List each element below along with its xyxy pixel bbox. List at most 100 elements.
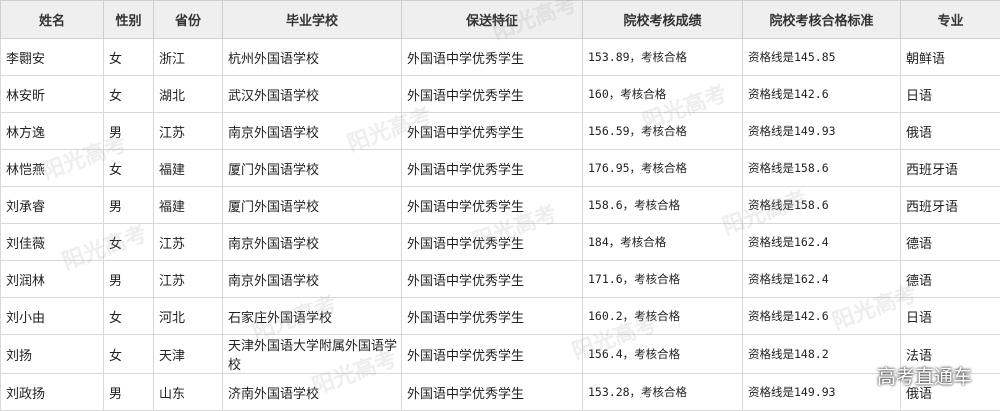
table-cell: 160.2，考核合格 [582, 297, 743, 335]
table-cell: 刘承睿 [0, 186, 104, 224]
table-cell: 资格线是149.93 [742, 112, 901, 150]
header-cell: 省份 [153, 0, 223, 39]
table-cell: 156.59，考核合格 [582, 112, 743, 150]
table-cell: 刘佳薇 [0, 223, 104, 261]
table-cell: 山东 [153, 373, 223, 411]
table-cell: 济南外国语学校 [222, 373, 402, 411]
table-row: 刘佳薇女江苏 南京外国语学校 外国语中学优秀学生 184，考核合格 资格线是162.4 德… [0, 223, 1000, 261]
table-cell: 林恺燕 [0, 149, 104, 187]
table-cell: 女 [103, 334, 154, 374]
table-cell: 外国语中学优秀学生 [401, 297, 583, 335]
overlay-caption: 高考直通车 [876, 366, 972, 388]
table-cell: 俄语 [900, 112, 1000, 150]
table-cell: 外国语中学优秀学生 [401, 260, 583, 298]
table-cell: 杭州外国语学校 [222, 38, 402, 76]
table-row: 刘承睿男福建 厦门外国语学校 外国语中学优秀学生 158.6，考核合格 资格线是158.… [0, 186, 1000, 224]
table-cell: 厦门外国语学校 [222, 149, 402, 187]
table-row: 刘政扬男山东 济南外国语学校 外国语中学优秀学生 153.28，考核合格 资格线是149… [0, 373, 1000, 411]
table-cell: 男 [103, 260, 154, 298]
table-row: 林安昕女湖北 武汉外国语学校 外国语中学优秀学生 160，考核合格 资格线是142.6 日… [0, 75, 1000, 113]
header-cell: 毕业学校 [222, 0, 402, 39]
header-cell: 姓名 [0, 0, 104, 39]
header-cell: 院校考核合格标准 [742, 0, 901, 39]
table-cell: 153.28，考核合格 [582, 373, 743, 411]
table-cell: 日语 [900, 297, 1000, 335]
table-cell: 石家庄外国语学校 [222, 297, 402, 335]
table-cell: 资格线是145.85 [742, 38, 901, 76]
table-cell: 西班牙语 [900, 149, 1000, 187]
table-cell: 156.4，考核合格 [582, 334, 743, 374]
table-cell: 俄语 [900, 373, 1000, 411]
table-cell: 南京外国语学校 [222, 112, 402, 150]
table-cell: 朝鲜语 [900, 38, 1000, 76]
table-cell: 资格线是148.2 [742, 334, 901, 374]
table-cell: 158.6，考核合格 [582, 186, 743, 224]
header-cell: 专业 [900, 0, 1000, 39]
table-cell: 江苏 [153, 223, 223, 261]
table-cell: 男 [103, 112, 154, 150]
table-cell: 女 [103, 75, 154, 113]
table-cell: 刘润林 [0, 260, 104, 298]
table-cell: 河北 [153, 297, 223, 335]
table-cell: 女 [103, 297, 154, 335]
table-cell: 女 [103, 223, 154, 261]
table-cell: 德语 [900, 260, 1000, 298]
table-cell: 武汉外国语学校 [222, 75, 402, 113]
table-cell: 李翾安 [0, 38, 104, 76]
table-cell: 西班牙语 [900, 186, 1000, 224]
header-cell: 性别 [103, 0, 154, 39]
table-cell: 153.89，考核合格 [582, 38, 743, 76]
table-cell: 南京外国语学校 [222, 260, 402, 298]
table-cell: 刘扬 [0, 334, 104, 374]
table-cell: 南京外国语学校 [222, 223, 402, 261]
table-row: 林方逸男江苏 南京外国语学校 外国语中学优秀学生 156.59，考核合格 资格线是149… [0, 112, 1000, 150]
table-cell: 外国语中学优秀学生 [401, 112, 583, 150]
table-cell: 160，考核合格 [582, 75, 743, 113]
table-cell: 福建 [153, 186, 223, 224]
table-cell: 浙江 [153, 38, 223, 76]
table-cell: 外国语中学优秀学生 [401, 223, 583, 261]
table-cell: 福建 [153, 149, 223, 187]
table-body: 李翾安女浙江 杭州外国语学校 外国语中学优秀学生 153.89，考核合格 资格线是145… [0, 38, 1000, 411]
table-cell: 湖北 [153, 75, 223, 113]
table-cell: 资格线是158.6 [742, 149, 901, 187]
table-cell: 天津外国语大学附属外国语学校 [222, 334, 402, 374]
table-cell: 外国语中学优秀学生 [401, 334, 583, 374]
table-cell: 日语 [900, 75, 1000, 113]
table-cell: 外国语中学优秀学生 [401, 38, 583, 76]
table-cell: 法语 [900, 334, 1000, 374]
table-cell: 资格线是142.6 [742, 297, 901, 335]
table-row: 刘润林男江苏 南京外国语学校 外国语中学优秀学生 171.6，考核合格 资格线是162.… [0, 260, 1000, 298]
table-cell: 171.6，考核合格 [582, 260, 743, 298]
table-cell: 资格线是162.4 [742, 260, 901, 298]
table-cell: 资格线是158.6 [742, 186, 901, 224]
table-row: 李翾安女浙江 杭州外国语学校 外国语中学优秀学生 153.89，考核合格 资格线是145… [0, 38, 1000, 76]
table-cell: 女 [103, 149, 154, 187]
table-cell: 资格线是142.6 [742, 75, 901, 113]
table-cell: 刘小由 [0, 297, 104, 335]
table-row: 刘小由女河北 石家庄外国语学校 外国语中学优秀学生 160.2，考核合格 资格线是142… [0, 297, 1000, 335]
table-cell: 林安昕 [0, 75, 104, 113]
table-cell: 外国语中学优秀学生 [401, 75, 583, 113]
table-cell: 外国语中学优秀学生 [401, 373, 583, 411]
header-cell: 保送特征 [401, 0, 583, 39]
table-cell: 厦门外国语学校 [222, 186, 402, 224]
table-cell: 外国语中学优秀学生 [401, 186, 583, 224]
table-cell: 男 [103, 186, 154, 224]
table-cell: 江苏 [153, 260, 223, 298]
table-cell: 江苏 [153, 112, 223, 150]
table-cell: 德语 [900, 223, 1000, 261]
table-cell: 林方逸 [0, 112, 104, 150]
table-row: 林恺燕女福建 厦门外国语学校 外国语中学优秀学生 176.95，考核合格 资格线是158… [0, 149, 1000, 187]
table-cell: 资格线是162.4 [742, 223, 901, 261]
header-cell: 院校考核成绩 [582, 0, 743, 39]
table-cell: 184，考核合格 [582, 223, 743, 261]
table-cell: 男 [103, 373, 154, 411]
table-cell: 刘政扬 [0, 373, 104, 411]
table-cell: 外国语中学优秀学生 [401, 149, 583, 187]
table-cell: 天津 [153, 334, 223, 374]
table-row: 刘扬女天津 天津外国语大学附属外国语学校 外国语中学优秀学生 156.4，考核合格 资格… [0, 334, 1000, 374]
table-cell: 女 [103, 38, 154, 76]
